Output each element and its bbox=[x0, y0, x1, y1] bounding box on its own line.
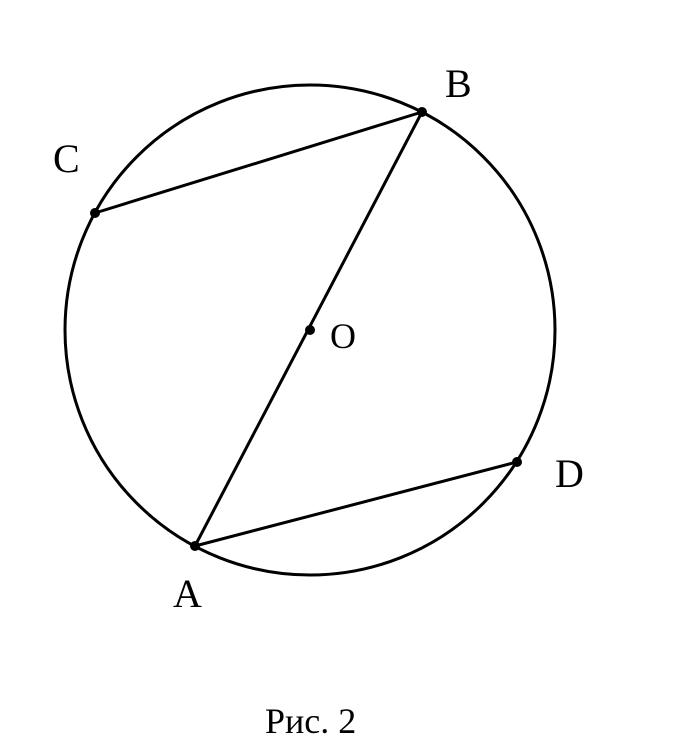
label-B: B bbox=[445, 60, 472, 107]
circle-diagram-svg bbox=[0, 0, 698, 752]
label-A: A bbox=[173, 570, 202, 617]
figure-caption: Рис. 2 bbox=[265, 700, 356, 742]
label-O: O bbox=[330, 315, 356, 357]
label-C: C bbox=[53, 135, 80, 182]
geometry-diagram: O A B C D Рис. 2 bbox=[0, 0, 698, 752]
label-D: D bbox=[555, 450, 584, 497]
